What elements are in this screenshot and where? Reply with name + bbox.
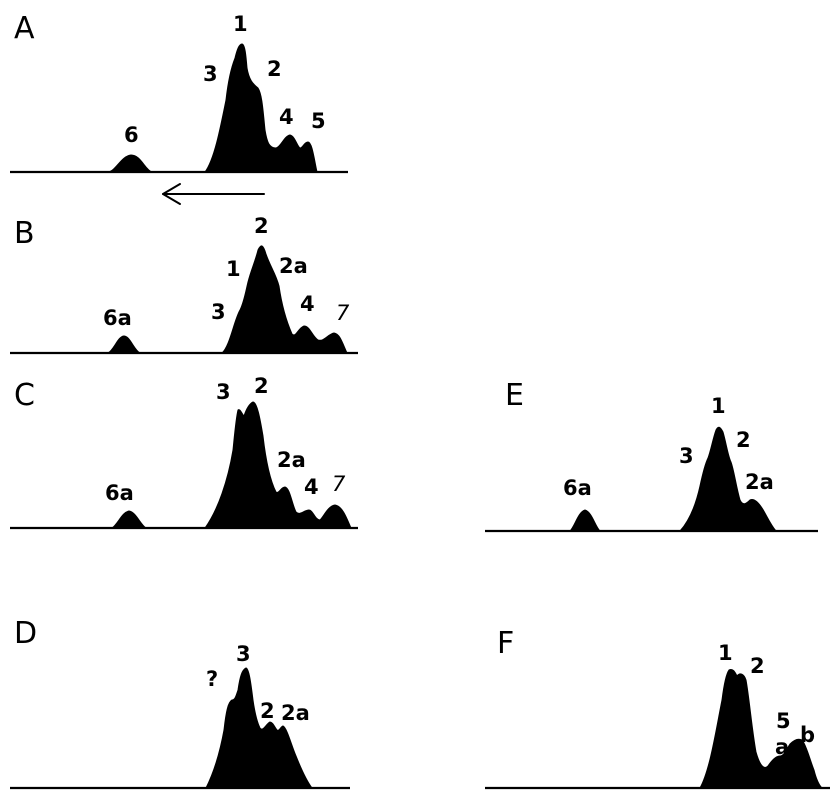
- panel-letter-a: A: [14, 11, 35, 46]
- peak-label: 2: [254, 214, 269, 238]
- trace-b: [107, 245, 348, 354]
- peak-label: 4: [304, 475, 319, 499]
- trace-e: [569, 426, 777, 532]
- peak-label: 7: [332, 472, 346, 496]
- panel-letter-e: E: [505, 378, 524, 413]
- peak-label: 5: [776, 709, 791, 733]
- peak-label: 1: [226, 257, 241, 281]
- panel-b: B 2 1 2a 3 4 7 6a: [10, 214, 358, 355]
- peak-label: 2: [260, 699, 275, 723]
- peak-label: 3: [211, 300, 226, 324]
- panel-letter-b: B: [14, 216, 35, 251]
- trace-f: [699, 669, 823, 789]
- peak-label: ?: [206, 667, 218, 691]
- panel-e: E 1 2 3 2a 6a: [485, 378, 818, 533]
- peak-label: 2a: [279, 254, 308, 278]
- peak-label: 2a: [745, 470, 774, 494]
- trace-a: [107, 43, 318, 173]
- peak-label: 4: [300, 292, 315, 316]
- peak-label: 3: [203, 62, 218, 86]
- peak-label: b: [800, 723, 815, 747]
- peak-label: 3: [216, 380, 231, 404]
- peak-label: 1: [711, 394, 726, 418]
- peak-label: 6a: [103, 306, 132, 330]
- peak-label: 2: [267, 57, 282, 81]
- peak-label: a: [775, 735, 789, 759]
- peak-label: 2: [750, 654, 765, 678]
- peak-label: 6: [124, 123, 139, 147]
- direction-arrow: [162, 183, 265, 205]
- panel-d: D ? 3 2 2a: [10, 616, 350, 790]
- peak-label: 6a: [563, 476, 592, 500]
- trace-c: [111, 401, 352, 529]
- peak-label: 3: [679, 444, 694, 468]
- peak-label: 2a: [277, 448, 306, 472]
- panel-letter-c: C: [14, 378, 35, 413]
- panel-letter-f: F: [497, 626, 514, 661]
- peak-label: 1: [233, 12, 248, 36]
- panel-letter-d: D: [14, 616, 37, 651]
- peak-label: 5: [311, 109, 326, 133]
- peak-label: 2: [254, 374, 269, 398]
- peak-label: 3: [236, 642, 251, 666]
- panel-f: F 1 2 5 a b: [485, 626, 830, 790]
- peak-label: 6a: [105, 481, 134, 505]
- peak-label: 4: [279, 105, 294, 129]
- peak-label: 1: [718, 641, 733, 665]
- panel-c: C 3 2 2a 4 7 6a: [10, 374, 358, 530]
- trace-d: [205, 667, 313, 789]
- panel-a: A 1 2 3 4 5 6: [10, 11, 348, 205]
- peak-label: 2: [736, 428, 751, 452]
- peak-label: 2a: [281, 701, 310, 725]
- peak-label: 7: [336, 301, 350, 325]
